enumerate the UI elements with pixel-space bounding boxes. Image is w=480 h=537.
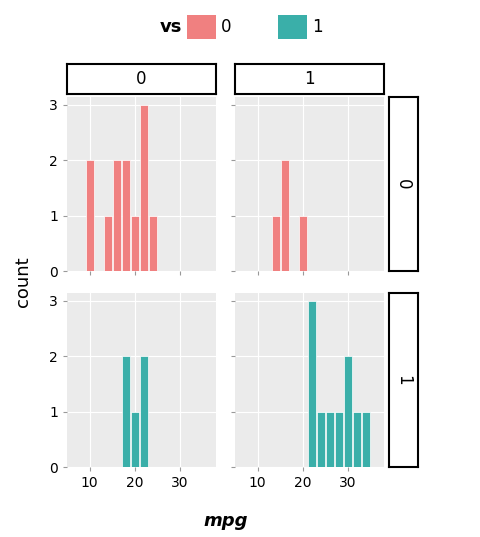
Bar	[299, 216, 307, 271]
Bar	[344, 357, 352, 467]
Bar	[131, 412, 139, 467]
Text: 0: 0	[394, 179, 412, 189]
Bar	[281, 161, 289, 271]
Bar	[362, 412, 370, 467]
Bar	[326, 412, 334, 467]
Bar	[140, 357, 148, 467]
Bar	[149, 216, 157, 271]
Bar	[131, 216, 139, 271]
Bar	[113, 161, 121, 271]
Bar	[122, 357, 130, 467]
Text: mpg: mpg	[204, 512, 248, 530]
Bar	[335, 412, 343, 467]
Bar	[308, 301, 316, 467]
Bar	[272, 216, 280, 271]
Text: count: count	[14, 257, 33, 307]
Text: 1: 1	[304, 70, 315, 88]
Text: 0: 0	[136, 70, 147, 88]
Text: 1: 1	[394, 375, 412, 385]
Bar	[140, 105, 148, 271]
Bar	[317, 412, 325, 467]
Bar	[353, 412, 361, 467]
Bar	[122, 161, 130, 271]
Text: vs: vs	[160, 18, 182, 36]
Bar	[86, 161, 94, 271]
Text: 1: 1	[312, 18, 323, 36]
Text: 0: 0	[221, 18, 231, 36]
Bar	[104, 216, 112, 271]
